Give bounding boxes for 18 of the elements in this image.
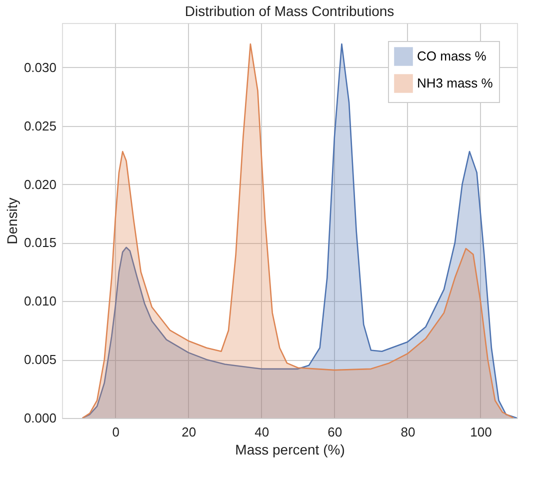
legend-label: CO mass % bbox=[417, 48, 487, 64]
y-tick-label: 0.010 bbox=[24, 294, 56, 309]
y-tick-label: 0.005 bbox=[24, 352, 56, 368]
x-tick-label: 60 bbox=[328, 424, 342, 440]
y-tick-label: 0.030 bbox=[24, 60, 56, 75]
y-tick-label: 0.025 bbox=[24, 118, 56, 134]
x-tick-label: 80 bbox=[400, 424, 416, 440]
x-tick-label: 100 bbox=[470, 424, 492, 440]
chart-title: Distribution of Mass Contributions bbox=[184, 3, 394, 19]
y-axis-title: Density bbox=[4, 198, 20, 244]
legend-label: NH3 mass % bbox=[417, 76, 494, 90]
x-tick-label: 40 bbox=[254, 424, 270, 440]
x-tick-label: 0 bbox=[112, 424, 120, 440]
y-tick-label: 0.020 bbox=[24, 176, 56, 192]
x-axis-title: Mass percent (%) bbox=[235, 442, 345, 458]
y-tick-label: 0.000 bbox=[24, 410, 56, 426]
x-tick-label: 20 bbox=[182, 424, 196, 440]
y-tick-label: 0.015 bbox=[24, 235, 56, 250]
